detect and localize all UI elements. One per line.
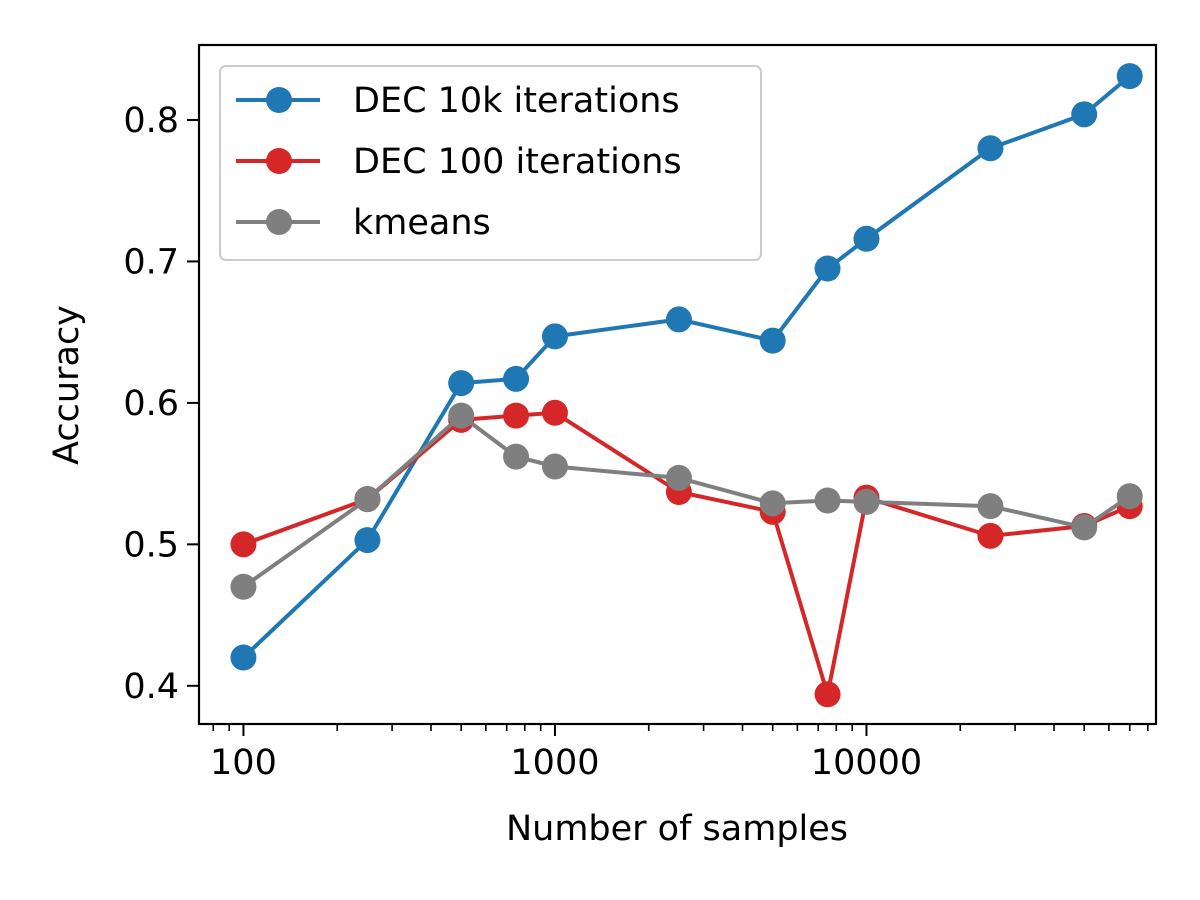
series-2 [230,402,1143,600]
series-line [242,410,1131,697]
legend-label: kmeans [353,203,491,243]
legend-marker [266,209,292,235]
legend-entry: kmeans [236,203,491,243]
data-point [814,255,841,282]
series-line [242,413,1131,589]
data-point [503,365,530,392]
y-axis-ticks: 0.4 0.5 0.6 0.7 0.8 [123,101,199,707]
y-tick-label: 0.6 [123,384,179,424]
data-point [665,306,692,333]
legend-label: DEC 100 iterations [353,142,682,182]
data-point [354,486,381,513]
y-axis-title: Accuracy [47,305,87,465]
data-point [503,443,530,470]
series-0 [230,63,1143,671]
data-point [814,487,841,514]
data-point [759,327,786,354]
plot-area: 100 1000 10000 0.4 0.5 0.6 0.7 0.8 DEC 10k ite… [123,43,1158,783]
data-point [541,323,568,350]
legend-marker [266,148,292,174]
data-point [448,370,475,397]
y-tick-label: 0.5 [123,525,179,565]
data-point [977,493,1004,520]
data-point [853,225,880,252]
data-point [1071,514,1098,541]
data-point [541,453,568,480]
legend-label: DEC 10k iterations [353,81,680,121]
x-axis-ticks: 100 1000 10000 [210,724,1149,783]
x-tick-label: 10000 [811,743,922,783]
data-point [665,464,692,491]
series-1 [230,399,1143,708]
data-point [541,399,568,426]
data-point [503,402,530,429]
data-point [977,522,1004,549]
legend-box [219,65,762,261]
data-point [230,573,257,600]
series-layer [230,63,1143,708]
series-line [242,74,1131,659]
data-point [814,681,841,708]
x-axis-title: Number of samples [506,809,848,849]
legend-marker [266,87,292,113]
data-point [1116,483,1143,510]
legend-entry: DEC 100 iterations [236,142,682,182]
data-point [448,402,475,429]
y-tick-label: 0.8 [123,101,179,141]
data-point [1071,101,1098,128]
data-point [853,488,880,515]
y-tick-label: 0.7 [123,242,179,282]
data-point [230,531,257,558]
data-point [977,135,1004,162]
y-tick-label: 0.4 [123,667,179,707]
x-tick-label: 1000 [510,743,599,783]
legend: DEC 10k iterations DEC 100 iterations kmea… [219,65,762,261]
data-point [354,527,381,554]
data-point [1116,63,1143,90]
data-point [759,490,786,517]
plot-frame [197,43,1158,726]
x-tick-label: 100 [210,743,277,783]
legend-entry: DEC 10k iterations [236,81,680,121]
data-point [230,644,257,671]
